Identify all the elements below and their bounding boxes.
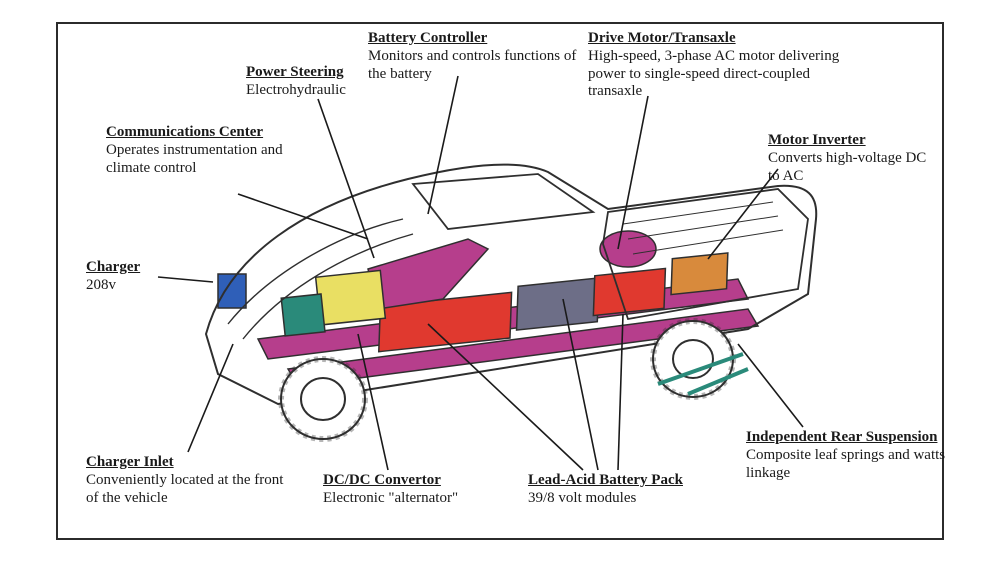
callout-charger: Charger208v [86,259,206,295]
callout-power-steering: Power SteeringElectrohydraulic [246,64,396,100]
callout-desc: Monitors and controls functions of the b… [368,48,578,83]
callout-title: Drive Motor/Transaxle [588,30,848,47]
callout-drive-motor: Drive Motor/TransaxleHigh-speed, 3-phase… [588,30,848,100]
callout-desc: Converts high-voltage DC to AC [768,150,928,185]
callout-charger-inlet: Charger InletConveniently located at the… [86,454,296,507]
callout-title: Lead-Acid Battery Pack [528,472,738,489]
callout-desc: Operates instrumentation and climate con… [106,142,296,177]
callout-title: Charger [86,259,206,276]
callout-title: Charger Inlet [86,454,296,471]
callout-desc: Conveniently located at the front of the… [86,472,296,507]
callout-irs: Independent Rear SuspensionComposite lea… [746,429,946,482]
callout-battery-pack: Lead-Acid Battery Pack39/8 volt modules [528,472,738,508]
callout-desc: Electrohydraulic [246,82,396,99]
callout-title: Power Steering [246,64,396,81]
callout-desc: 39/8 volt modules [528,490,738,507]
callout-desc: High-speed, 3-phase AC motor delivering … [588,48,848,100]
callout-title: Communications Center [106,124,296,141]
diagram-frame: Battery ControllerMonitors and controls … [56,22,944,540]
callout-battery-controller: Battery ControllerMonitors and controls … [368,30,578,83]
callout-title: DC/DC Convertor [323,472,513,489]
callout-title: Motor Inverter [768,132,928,149]
callout-communications: Communications CenterOperates instrument… [106,124,296,177]
callout-title: Independent Rear Suspension [746,429,946,446]
callout-desc: Electronic "alternator" [323,490,513,507]
callout-dcdc: DC/DC ConvertorElectronic "alternator" [323,472,513,508]
callout-desc: Composite leaf springs and watts linkage [746,447,946,482]
callout-desc: 208v [86,277,206,294]
callout-motor-inverter: Motor InverterConverts high-voltage DC t… [768,132,928,185]
callout-title: Battery Controller [368,30,578,47]
